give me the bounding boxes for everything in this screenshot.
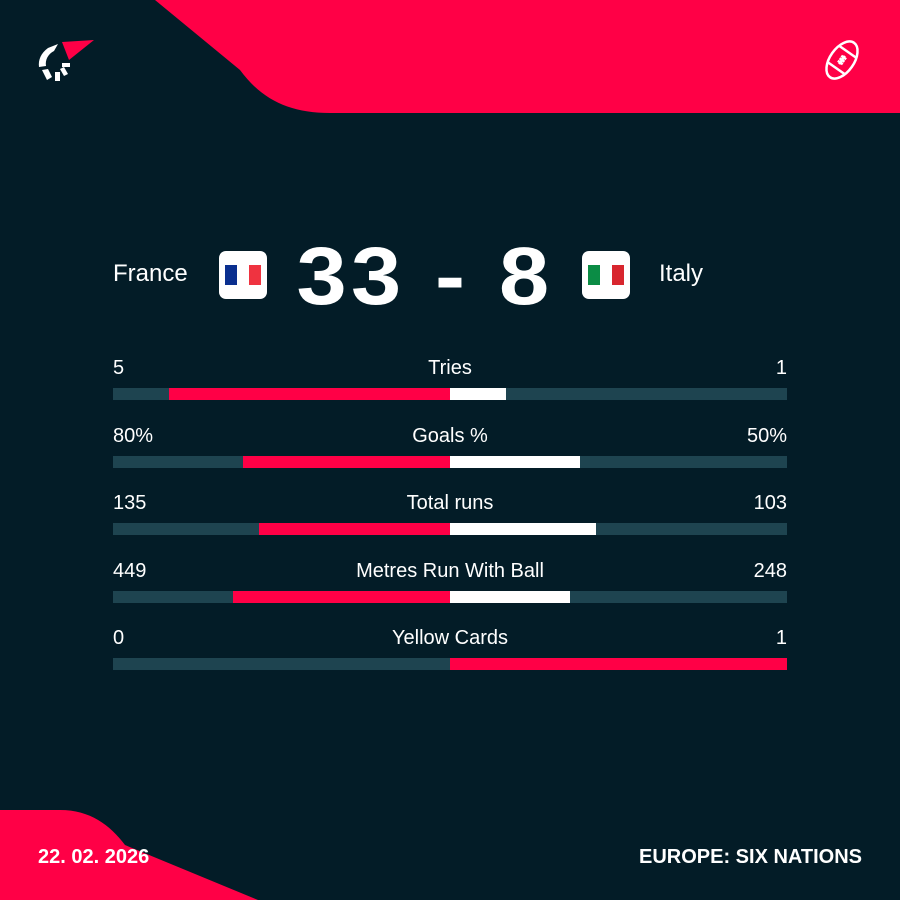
stat-row: 5 Tries 1	[113, 356, 787, 400]
stat-row: 449 Metres Run With Ball 248	[113, 559, 787, 603]
home-stat-value: 135	[113, 492, 147, 514]
home-stat-value: 5	[113, 357, 125, 379]
away-stat-bar	[450, 658, 787, 670]
away-stat-bar	[450, 455, 580, 468]
stat-bar-track	[113, 590, 787, 603]
top-banner-shape	[155, 0, 900, 113]
away-stat-bar	[450, 590, 570, 603]
away-team-name: Italy	[659, 260, 704, 287]
match-score: 33 - 8	[296, 231, 554, 322]
away-stat-value: 248	[753, 559, 787, 582]
stat-label: Tries	[428, 357, 472, 379]
stat-label: Yellow Cards	[392, 627, 508, 649]
home-stat-bar	[169, 388, 450, 400]
away-stat-value: 1	[775, 357, 787, 379]
home-stat-bar	[232, 590, 450, 603]
away-stat-bar	[450, 523, 596, 535]
rugby-ball-icon	[825, 40, 859, 80]
home-stat-value: 449	[113, 559, 147, 582]
home-stat-bar	[242, 455, 450, 468]
away-stat-value: 50%	[746, 424, 787, 447]
logo-icon	[38, 40, 94, 81]
home-team-name: France	[113, 260, 188, 287]
stat-bar-track	[113, 523, 787, 535]
home-stat-value: 0	[113, 627, 125, 649]
away-stat-value: 103	[753, 492, 787, 514]
stat-row: 0 Yellow Cards 1	[113, 626, 787, 670]
stat-label: Goals %	[412, 424, 488, 447]
stat-row: 80% Goals % 50%	[113, 424, 787, 468]
match-date: 22. 02. 2026	[38, 846, 150, 868]
italy-flag-icon	[582, 251, 630, 299]
stat-label: Metres Run With Ball	[356, 559, 544, 582]
france-flag-icon	[219, 251, 267, 299]
away-stat-bar	[450, 388, 507, 400]
competition-name: EUROPE: SIX NATIONS	[639, 846, 862, 868]
away-stat-value: 1	[775, 627, 787, 649]
home-stat-value: 80%	[113, 424, 154, 447]
stat-bar-track	[113, 388, 787, 400]
bottom-corner-shape	[0, 810, 258, 900]
stat-bar-track	[113, 455, 787, 468]
stat-bar-track	[113, 658, 787, 670]
stat-label: Total runs	[406, 492, 494, 514]
home-stat-bar	[258, 523, 450, 535]
stat-row: 135 Total runs 103	[113, 491, 787, 535]
